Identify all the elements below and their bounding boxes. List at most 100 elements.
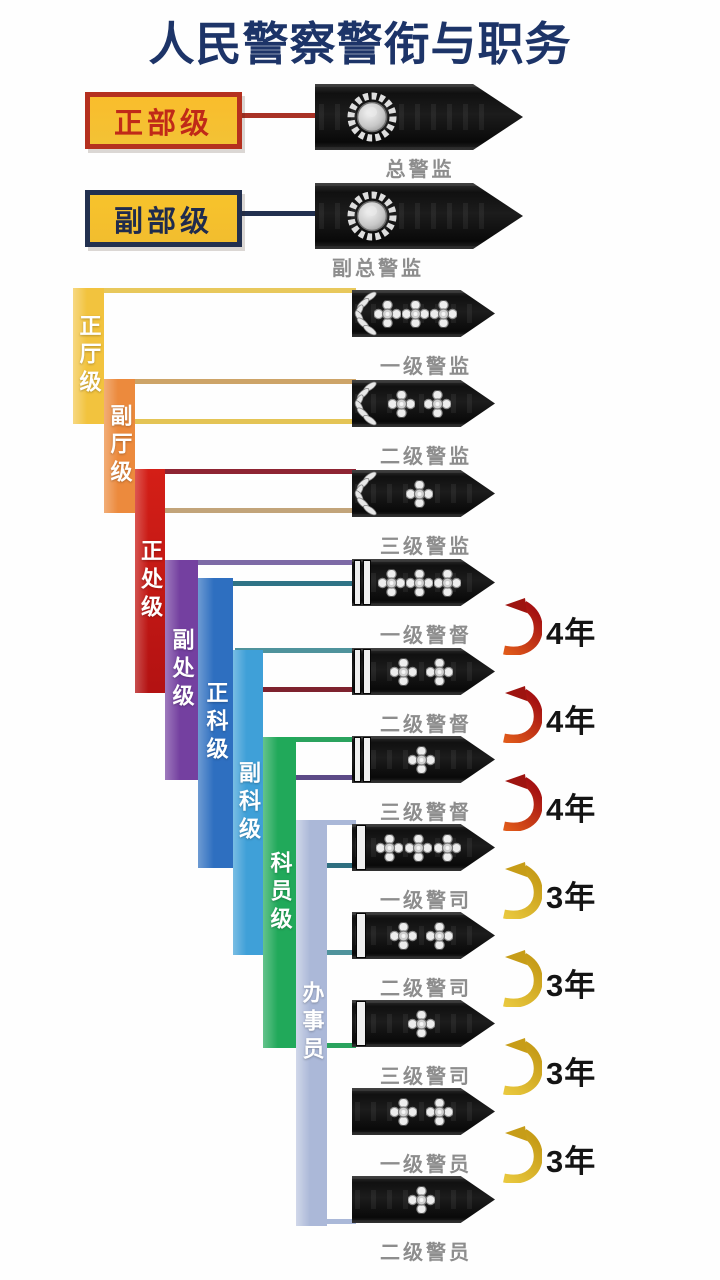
stripe-icon <box>355 561 360 604</box>
promotion-years: 3年 <box>546 1144 597 1179</box>
connector-line <box>298 820 356 825</box>
flower-icon <box>408 1186 435 1213</box>
stripe-icon <box>364 650 370 693</box>
rank-label: 三级警督 <box>380 802 472 824</box>
stripe-icon <box>364 738 370 781</box>
rank-label: 三级警监 <box>380 536 472 558</box>
flower-icon <box>430 300 457 327</box>
promotion-years: 4年 <box>546 704 597 739</box>
position-bar-fukeji: 副科级 <box>233 650 263 955</box>
connector-line <box>106 508 356 513</box>
position-bar-label: 副科级 <box>236 760 261 845</box>
position-bar-label: 办事员 <box>299 981 325 1065</box>
position-bar-zhengkeji: 正科级 <box>198 578 233 868</box>
connector-line <box>230 211 316 216</box>
rank-label: 一级警督 <box>380 625 472 647</box>
promotion-arrow-icon <box>496 949 542 1007</box>
connector-line <box>200 581 356 586</box>
position-bar-label: 副厅级 <box>107 404 133 488</box>
flower-icon <box>434 834 461 861</box>
rank-label: 总警监 <box>385 159 455 181</box>
olive-branch-icon <box>353 471 379 516</box>
epaulette-erji-jingjian <box>352 380 495 427</box>
flower-icon <box>390 1098 417 1125</box>
flower-icon <box>406 569 433 596</box>
flower-icon <box>402 300 429 327</box>
flower-icon <box>434 569 461 596</box>
epaulette-zongjingjian <box>315 84 523 150</box>
wreath-emblem-icon <box>346 190 398 242</box>
promotion-arrow-icon <box>496 1037 542 1095</box>
connector-line <box>137 469 356 474</box>
connector-line <box>167 560 356 565</box>
level-box-label: 正部级 <box>113 107 213 140</box>
stripe-icon <box>364 561 370 604</box>
epaulette-yiji-jingjian <box>352 290 495 337</box>
epaulette-sanji-jingsi <box>352 1000 495 1047</box>
flower-icon <box>426 922 453 949</box>
position-bar-zhengchuji: 正处级 <box>135 469 165 693</box>
connector-line <box>75 419 356 424</box>
epaulette-yiji-jingsi <box>352 824 495 871</box>
promotion-years: 4年 <box>546 792 597 827</box>
flower-icon <box>408 1010 435 1037</box>
epaulette-erji-jingsi <box>352 912 495 959</box>
connector-line <box>298 1219 356 1224</box>
promotion-arrow-icon <box>496 685 542 743</box>
promotion-years: 4年 <box>546 616 597 651</box>
epaulette-yiji-jingyuan <box>352 1088 495 1135</box>
flower-icon <box>376 834 403 861</box>
position-bar-label: 科员级 <box>267 850 293 935</box>
rank-label: 二级警督 <box>380 714 472 736</box>
rank-label: 二级警员 <box>380 1242 472 1264</box>
rank-label: 三级警司 <box>380 1066 472 1088</box>
connector-line <box>235 648 356 653</box>
flower-icon <box>408 746 435 773</box>
connector-line <box>232 113 316 118</box>
epaulette-sanji-jingjian <box>352 470 495 517</box>
rank-label: 一级警司 <box>380 890 472 912</box>
flower-icon <box>424 390 451 417</box>
connector-line <box>106 379 356 384</box>
page-title: 人民警察警衔与职务 <box>148 18 572 70</box>
promotion-arrow-icon <box>496 1125 542 1183</box>
rank-label: 二级警司 <box>380 978 472 1000</box>
position-bar-futingji: 副厅级 <box>104 379 135 513</box>
olive-branch-icon <box>353 291 379 336</box>
epaulette-yiji-jingdu <box>352 559 495 606</box>
epaulette-fuzongjingjian <box>315 183 523 249</box>
position-bar-label: 副处级 <box>169 628 195 712</box>
epaulette-erji-jingdu <box>352 648 495 695</box>
epaulette-sanji-jingdu <box>352 736 495 783</box>
position-bar-fuchuji: 副处级 <box>165 560 198 780</box>
position-bar-label: 正科级 <box>203 681 229 765</box>
level-box-label: 副部级 <box>113 205 213 238</box>
flower-icon <box>426 658 453 685</box>
stripe-icon <box>357 826 365 869</box>
flower-icon <box>388 390 415 417</box>
promotion-arrow-icon <box>496 773 542 831</box>
rank-label: 一级警监 <box>380 356 472 378</box>
rank-label: 副总警监 <box>332 258 424 280</box>
flower-icon <box>374 300 401 327</box>
stripe-icon <box>357 1002 365 1045</box>
flower-icon <box>405 834 432 861</box>
position-bar-keyuanji: 科员级 <box>263 737 296 1048</box>
promotion-arrow-icon <box>496 861 542 919</box>
promotion-years: 3年 <box>546 1056 597 1091</box>
flower-icon <box>390 922 417 949</box>
olive-branch-icon <box>353 381 379 426</box>
stripe-icon <box>357 914 365 957</box>
stripe-icon <box>355 738 360 781</box>
rank-label: 二级警监 <box>380 446 472 468</box>
position-bar-label: 正处级 <box>138 539 163 623</box>
promotion-years: 3年 <box>546 880 597 915</box>
flower-icon <box>378 569 405 596</box>
epaulette-erji-jingyuan <box>352 1176 495 1223</box>
level-box-fubuji: 副部级 <box>85 190 242 247</box>
connector-line <box>75 288 356 293</box>
position-bar-banshiyuan: 办事员 <box>296 820 327 1226</box>
position-bar-label: 正厅级 <box>76 314 102 398</box>
rank-label: 一级警员 <box>380 1154 472 1176</box>
